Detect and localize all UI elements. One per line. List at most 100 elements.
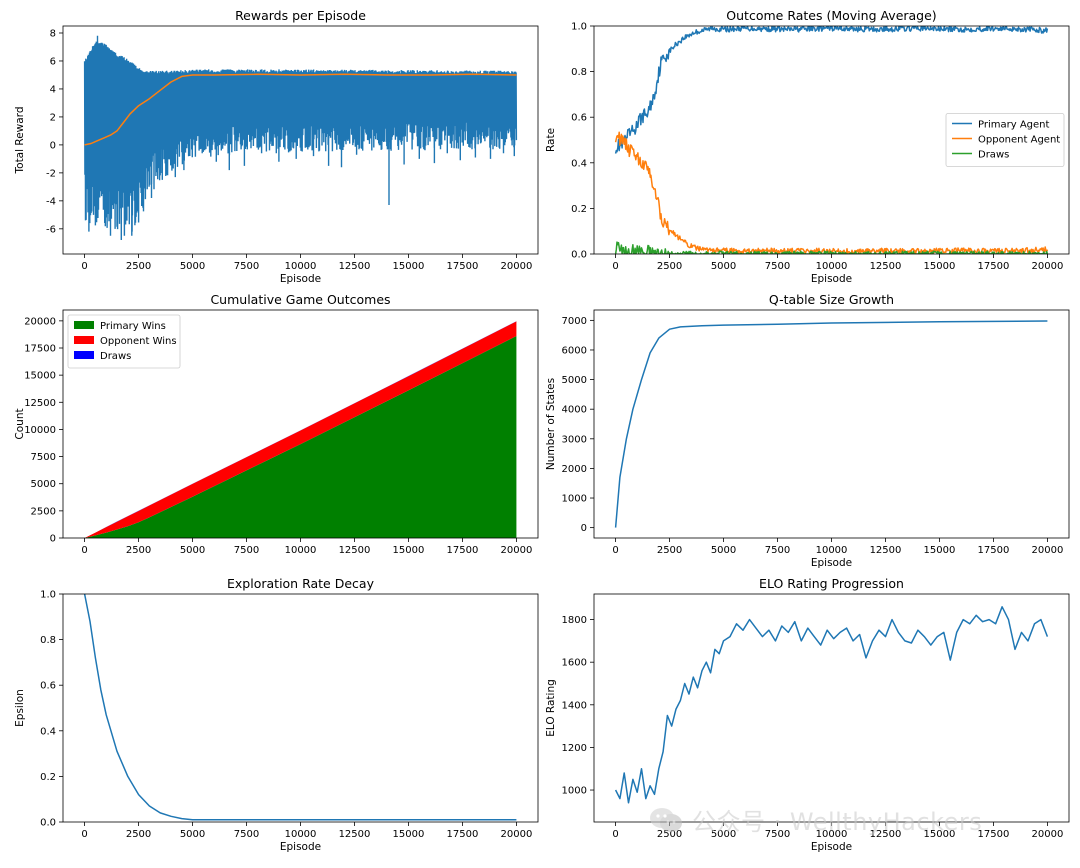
x-axis-label: Episode (811, 841, 852, 853)
y-tick-label: 0.0 (40, 818, 56, 829)
y-tick-label: -2 (46, 168, 56, 179)
x-tick-label: 0 (612, 545, 618, 556)
y-tick-label: 7500 (31, 452, 56, 463)
y-tick-label: 12500 (24, 398, 56, 409)
legend-label: Primary Agent (978, 120, 1050, 131)
plot-area (614, 606, 1049, 804)
y-tick-label: 1400 (562, 700, 587, 711)
y-tick-label: 0.6 (571, 113, 587, 124)
y-tick-label: 3000 (562, 434, 587, 445)
y-tick-label: 0 (50, 140, 56, 151)
y-tick-label: 0.0 (571, 250, 587, 261)
y-tick-label: 0.2 (571, 204, 587, 215)
x-tick-label: 15000 (924, 261, 956, 272)
area-draws (84, 321, 517, 538)
legend-label: Draws (100, 351, 131, 362)
chart-title: Cumulative Game Outcomes (210, 292, 390, 307)
x-tick-label: 15000 (393, 545, 425, 556)
x-tick-label: 15000 (393, 829, 425, 840)
x-tick-label: 0 (81, 545, 87, 556)
x-tick-label: 20000 (1032, 261, 1064, 272)
x-tick-label: 0 (81, 261, 87, 272)
y-tick-label: 2 (50, 112, 56, 123)
y-tick-label: 5000 (31, 479, 56, 490)
watermark-text: 公众号 · WellthyHackers (692, 808, 983, 836)
x-tick-label: 10000 (816, 545, 848, 556)
y-tick-label: 15000 (24, 371, 56, 382)
y-axis-label: Rate (545, 128, 557, 152)
x-tick-label: 12500 (339, 829, 371, 840)
chart-title: Outcome Rates (Moving Average) (726, 8, 936, 23)
chart-title: Exploration Rate Decay (227, 576, 375, 591)
chart-epsilon: Exploration Rate Decay 0 2500 5000 7500 10000… (14, 576, 539, 853)
series-line (83, 594, 517, 821)
x-tick-label: 17500 (447, 261, 479, 272)
y-tick-label: 0.8 (40, 635, 56, 646)
x-tick-label: 7500 (765, 829, 790, 840)
x-tick-label: 20000 (501, 829, 533, 840)
chart-title: Q-table Size Growth (769, 292, 894, 307)
x-tick-label: 5000 (180, 545, 205, 556)
y-tick-label: 2000 (562, 464, 587, 475)
chart-rewards: Rewards per Episode 0 2500 5000 7500 10000 125… (14, 8, 539, 285)
x-tick-label: 20000 (1032, 829, 1064, 840)
y-tick-label: 6 (50, 56, 56, 67)
x-tick-label: 10000 (816, 829, 848, 840)
x-tick-label: 17500 (447, 829, 479, 840)
y-tick-label: 8 (50, 28, 56, 39)
x-tick-label: 5000 (711, 829, 736, 840)
x-tick-label: 5000 (711, 545, 736, 556)
y-tick-label: -6 (46, 224, 56, 235)
y-tick-label: 0.4 (571, 158, 587, 169)
x-tick-label: 2500 (126, 545, 151, 556)
series-line (84, 73, 517, 146)
x-tick-label: 5000 (180, 261, 205, 272)
plot-area (84, 321, 517, 538)
y-tick-label: 1.0 (571, 22, 587, 33)
y-tick-label: 1600 (562, 658, 587, 669)
y-tick-label: 0.8 (571, 67, 587, 78)
chart-title: Rewards per Episode (235, 8, 366, 23)
x-tick-label: 15000 (924, 545, 956, 556)
y-tick-label: 0.2 (40, 772, 56, 783)
x-axis-label: Episode (811, 273, 852, 285)
chart-title: ELO Rating Progression (759, 576, 904, 591)
x-tick-label: 15000 (393, 261, 425, 272)
legend: Primary Agent Opponent Agent Draws (945, 113, 1065, 167)
axes-frame (593, 25, 1070, 255)
x-tick-label: 17500 (978, 829, 1010, 840)
x-tick-label: 12500 (870, 261, 902, 272)
wechat-icon (650, 807, 682, 832)
area-primary-wins (84, 336, 517, 538)
axes-frame (62, 25, 539, 255)
y-tick-label: 1000 (562, 786, 587, 797)
legend-label: Draws (978, 150, 1009, 161)
x-tick-label: 7500 (234, 261, 259, 272)
axes-frame (593, 593, 1070, 823)
x-tick-label: 0 (612, 261, 618, 272)
plot-area (614, 320, 1048, 528)
y-tick-label: 7000 (562, 316, 587, 327)
y-axis-label: ELO Rating (545, 679, 557, 737)
y-tick-label: 0 (581, 523, 587, 534)
y-tick-label: 5000 (562, 375, 587, 386)
area-opponent-wins (84, 321, 517, 538)
x-tick-label: 2500 (657, 261, 682, 272)
x-tick-label: 2500 (126, 829, 151, 840)
legend-label: Primary Wins (100, 321, 166, 332)
axes-frame (593, 309, 1070, 539)
y-tick-label: 2500 (31, 506, 56, 517)
x-tick-label: 12500 (339, 261, 371, 272)
y-tick-label: 0.6 (40, 681, 56, 692)
watermark: 公众号 · WellthyHackers (648, 802, 982, 837)
series-primary-agent (614, 26, 1049, 154)
chart-outcomes: Outcome Rates (Moving Average) 0 2500 5000 7… (545, 8, 1070, 285)
x-tick-label: 10000 (816, 261, 848, 272)
y-tick-label: 1.0 (40, 590, 56, 601)
x-tick-label: 7500 (765, 261, 790, 272)
y-tick-label: 20000 (24, 316, 56, 327)
x-tick-label: 0 (81, 829, 87, 840)
x-tick-label: 10000 (285, 545, 317, 556)
plot-area (83, 594, 517, 821)
